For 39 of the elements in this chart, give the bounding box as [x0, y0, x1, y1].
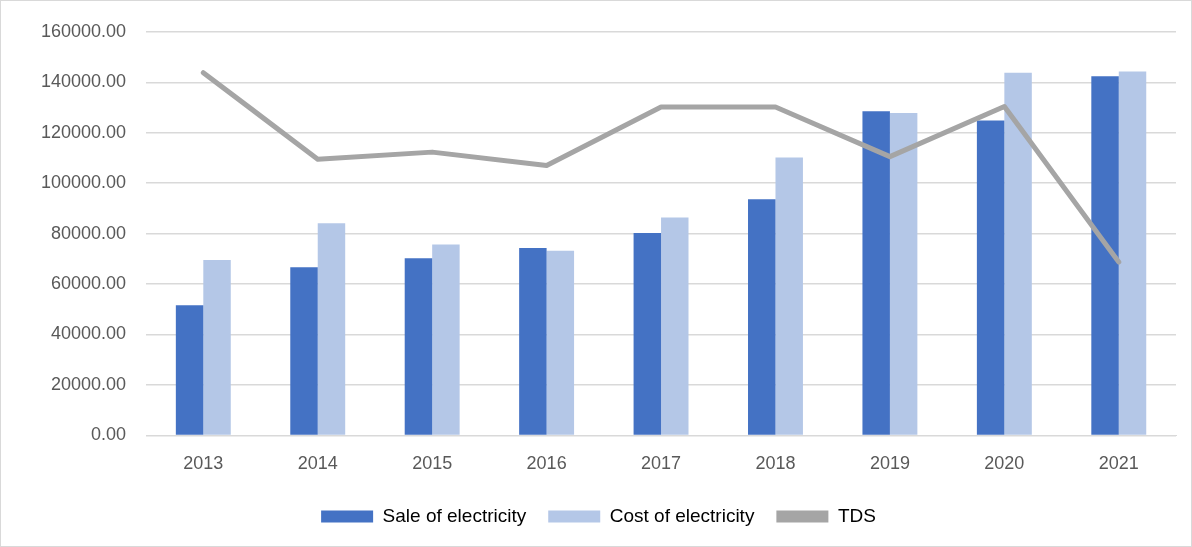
x-tick-label: 2018	[755, 453, 796, 474]
bar	[862, 111, 890, 435]
y-tick-label: 40000.00	[51, 323, 127, 344]
legend-label: TDS	[837, 504, 876, 526]
bar	[1091, 76, 1119, 435]
legend-label: Sale of electricity	[382, 504, 527, 526]
bar	[317, 223, 346, 435]
bar	[290, 267, 318, 435]
x-tick-label: 2020	[984, 453, 1025, 474]
bar	[175, 305, 204, 435]
y-tick-label: 80000.00	[51, 222, 127, 243]
x-tick-label: 2017	[641, 453, 682, 474]
bar	[661, 217, 689, 435]
x-tick-label: 2019	[869, 453, 910, 474]
x-tick-label: 2016	[526, 453, 567, 474]
bar	[1004, 72, 1032, 435]
bar	[775, 157, 803, 435]
x-tick-label: 2014	[297, 453, 338, 474]
bar	[748, 199, 776, 435]
y-tick-label: 120000.00	[40, 121, 127, 142]
bar	[519, 247, 547, 435]
bar	[404, 258, 433, 435]
bar	[432, 244, 460, 435]
bar	[546, 250, 575, 435]
y-tick-label: 60000.00	[51, 273, 127, 294]
y-tick-label: 160000.00	[40, 20, 127, 41]
x-tick-label: 2015	[412, 453, 453, 474]
y-tick-label: 140000.00	[40, 71, 127, 92]
legend-label: Cost of electricity	[609, 504, 755, 526]
bar	[976, 120, 1005, 435]
x-tick-label: 2021	[1098, 453, 1139, 474]
bar	[889, 113, 918, 435]
bar	[203, 260, 231, 435]
y-tick-label: 20000.00	[51, 373, 127, 394]
y-tick-label: 100000.00	[40, 172, 127, 193]
bar	[633, 233, 662, 435]
bar	[1118, 71, 1147, 435]
y-tick-label: 0.00	[91, 424, 127, 445]
x-tick-label: 2013	[183, 453, 224, 474]
